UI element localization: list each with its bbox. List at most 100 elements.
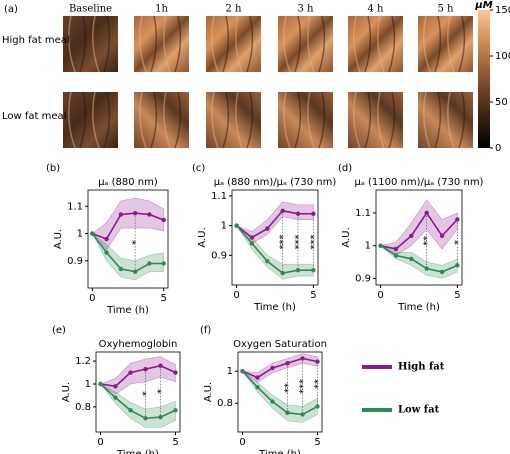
axes-frame bbox=[231, 189, 319, 286]
series-line bbox=[236, 209, 314, 239]
data-point bbox=[393, 246, 399, 252]
vessel bbox=[364, 15, 372, 73]
x-tick-label: 0 bbox=[239, 437, 245, 448]
vessel bbox=[211, 91, 219, 149]
x-axis-label: Time (h) bbox=[397, 302, 440, 313]
vessel bbox=[388, 15, 396, 73]
significance-marker: ** bbox=[279, 383, 290, 393]
data-point bbox=[104, 236, 109, 242]
colorbar-tick-label: 0 bbox=[495, 143, 501, 154]
series-line bbox=[91, 233, 164, 273]
x-tick-label: 0 bbox=[97, 437, 103, 448]
y-tick-label: 1.2 bbox=[75, 356, 91, 367]
axes-frame bbox=[95, 351, 181, 433]
data-point bbox=[234, 223, 239, 228]
data-point bbox=[315, 404, 320, 409]
significance-marker: *** bbox=[294, 379, 305, 394]
y-tick-label: 0.9 bbox=[67, 256, 83, 267]
significance-marker: *** bbox=[304, 234, 315, 249]
data-point bbox=[128, 370, 133, 375]
vessel bbox=[163, 91, 171, 149]
x-axis-label: Time (h) bbox=[116, 449, 159, 454]
column-label: 1h bbox=[155, 4, 168, 15]
y-tick-label: 1.1 bbox=[67, 201, 83, 212]
vessel bbox=[150, 91, 158, 149]
data-point bbox=[300, 412, 305, 417]
colorbar bbox=[478, 10, 490, 148]
x-tick-label: 5 bbox=[454, 290, 460, 301]
vessel bbox=[447, 91, 455, 149]
data-point bbox=[118, 212, 124, 217]
data-point bbox=[98, 381, 103, 387]
column-label: 2 h bbox=[226, 4, 243, 15]
data-point bbox=[255, 385, 260, 390]
data-point bbox=[161, 217, 166, 223]
axes-frame bbox=[237, 351, 323, 433]
vessel bbox=[139, 15, 147, 73]
x-axis-label: Time (h) bbox=[106, 305, 149, 316]
confidence-band bbox=[99, 356, 176, 395]
vessel bbox=[103, 15, 111, 73]
vessel bbox=[283, 91, 291, 149]
vessel bbox=[423, 91, 431, 149]
column-label: 5 h bbox=[438, 4, 455, 15]
significance-marker: * bbox=[152, 389, 163, 394]
data-point bbox=[439, 233, 445, 239]
vessel bbox=[79, 15, 87, 73]
x-axis-label: Time (h) bbox=[253, 302, 296, 313]
data-point bbox=[249, 235, 255, 240]
series-line bbox=[241, 370, 318, 416]
significance-marker: * bbox=[448, 240, 459, 245]
vessel bbox=[388, 91, 396, 149]
data-point bbox=[265, 259, 270, 264]
vessel bbox=[447, 15, 455, 73]
data-point bbox=[143, 366, 148, 372]
vessel bbox=[139, 91, 147, 149]
axes-frame bbox=[87, 189, 169, 289]
series-line bbox=[380, 245, 458, 273]
data-point bbox=[315, 359, 320, 364]
confidence-band bbox=[241, 353, 318, 383]
panel-label: (e) bbox=[52, 325, 66, 336]
panel-label: (b) bbox=[46, 163, 60, 174]
data-point bbox=[378, 243, 383, 248]
data-point bbox=[132, 269, 138, 274]
vessel bbox=[222, 91, 230, 149]
axes-frame bbox=[375, 189, 463, 286]
vessel bbox=[68, 91, 76, 149]
data-point bbox=[424, 266, 429, 271]
vessel bbox=[222, 15, 230, 73]
chart-title: Oxygen Saturation bbox=[233, 339, 327, 350]
data-point bbox=[285, 410, 290, 415]
data-point bbox=[255, 375, 260, 380]
y-axis-label: A.U. bbox=[203, 382, 214, 402]
data-point bbox=[147, 261, 152, 266]
confidence-band bbox=[379, 199, 458, 256]
vessel bbox=[103, 91, 111, 149]
series-line bbox=[99, 383, 176, 420]
column-label: 4 h bbox=[368, 4, 385, 15]
vessel bbox=[246, 91, 254, 149]
data-point bbox=[118, 266, 124, 272]
vessel bbox=[353, 91, 361, 149]
data-point bbox=[270, 365, 275, 371]
data-point bbox=[295, 267, 301, 273]
data-point bbox=[409, 233, 414, 239]
data-point bbox=[409, 256, 414, 261]
vessel bbox=[246, 15, 254, 73]
y-tick-label: 1 bbox=[227, 366, 233, 377]
x-axis-label: Time (h) bbox=[258, 449, 301, 454]
colorbar-tick-label: 100 bbox=[495, 51, 510, 62]
column-label: Baseline bbox=[69, 4, 112, 15]
data-point bbox=[270, 399, 275, 404]
y-tick-label: 1.1 bbox=[211, 191, 227, 202]
vessel bbox=[353, 15, 361, 73]
vessel bbox=[294, 15, 302, 73]
panel-label: (a) bbox=[4, 4, 18, 15]
confidence-band bbox=[380, 245, 458, 279]
x-tick-label: 0 bbox=[233, 290, 239, 301]
chart-title: μₐ (880 nm)/μₐ (730 nm) bbox=[214, 177, 337, 188]
significance-marker: * bbox=[126, 240, 137, 245]
vessel bbox=[294, 91, 302, 149]
colorbar-tick-label: 50 bbox=[495, 97, 508, 108]
